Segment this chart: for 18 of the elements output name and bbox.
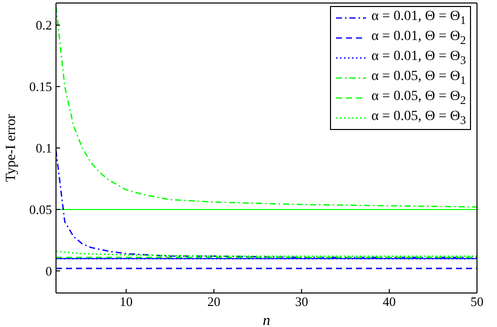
- y-tick-label: 0.2: [36, 18, 52, 33]
- legend-label: α = 0.01, Θ = Θ$_{2}$: [371, 29, 466, 47]
- legend-label: α = 0.05, Θ = Θ$_{1}$: [371, 69, 466, 87]
- legend-label: α = 0.01, Θ = Θ$_{1}$: [371, 9, 466, 27]
- legend-label: α = 0.05, Θ = Θ$_{3}$: [371, 109, 466, 127]
- x-tick-label: 40: [382, 294, 396, 310]
- legend-label: α = 0.01, Θ = Θ$_{3}$: [371, 49, 466, 67]
- y-tick-label: 0.05: [29, 202, 52, 218]
- x-tick-label: 30: [295, 294, 308, 310]
- y-tick-label: 0.15: [29, 79, 52, 94]
- x-tick-label: 20: [207, 294, 220, 310]
- x-axis-title: n: [262, 313, 270, 327]
- y-axis-title: Type-I error: [4, 114, 19, 182]
- legend-label: α = 0.05, Θ = Θ$_{2}$: [371, 89, 466, 107]
- x-tick-label: 50: [470, 294, 484, 310]
- x-tick-label: 10: [120, 294, 133, 310]
- y-tick-label: 0.1: [36, 140, 52, 156]
- y-tick-label: 0: [46, 263, 52, 278]
